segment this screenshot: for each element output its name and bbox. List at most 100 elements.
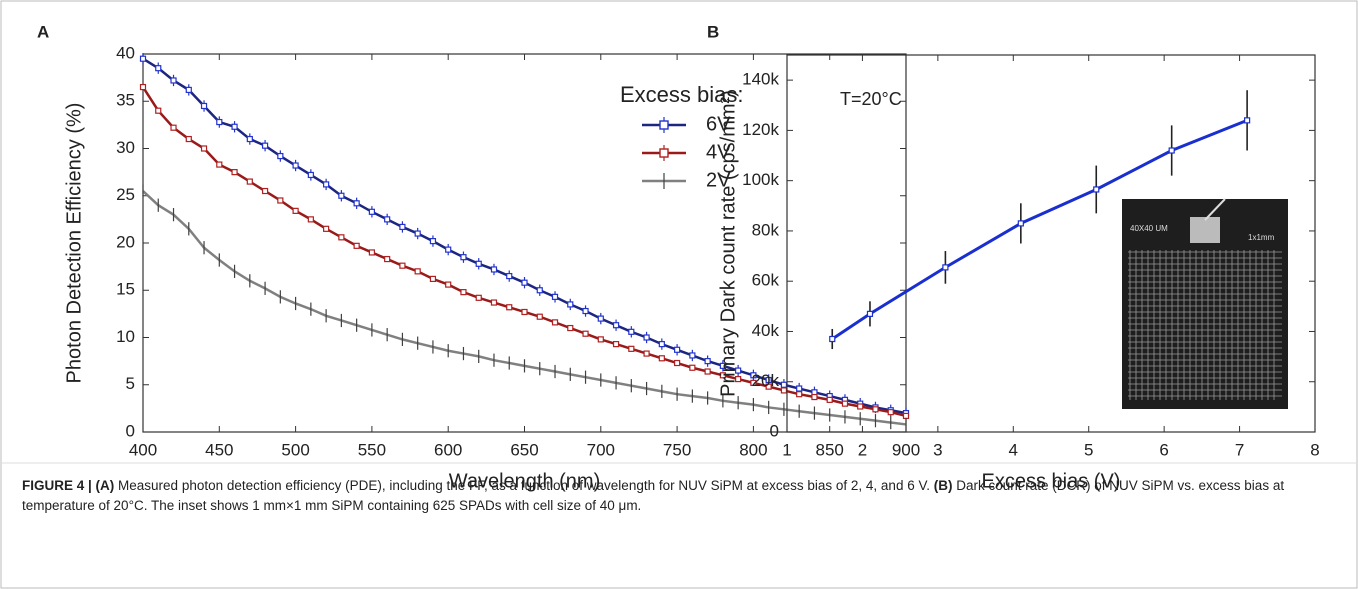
legend-label: 2V — [706, 169, 731, 191]
marker — [628, 345, 635, 352]
marker — [521, 308, 528, 316]
marker — [857, 403, 864, 410]
marker — [460, 289, 467, 296]
caption-text: (B) — [933, 478, 953, 493]
inset-image — [1122, 198, 1288, 409]
marker — [338, 192, 345, 199]
marker — [399, 262, 406, 269]
caption-text: Dark count rate (DCR) of NUV SiPM vs. ex… — [22, 478, 1285, 513]
series-line — [142, 190, 907, 426]
marker — [765, 383, 772, 390]
x-tick-label: 900 — [892, 440, 920, 459]
x-tick-label: 800 — [739, 440, 767, 459]
marker — [765, 376, 772, 384]
marker — [567, 301, 574, 308]
marker — [261, 187, 269, 195]
marker — [689, 364, 696, 371]
marker — [353, 200, 360, 207]
x-tick-label: 5 — [1084, 440, 1093, 459]
marker — [796, 385, 803, 392]
marker — [185, 135, 192, 143]
marker — [719, 362, 726, 369]
marker — [796, 391, 803, 398]
x-tick-label: 4 — [1009, 440, 1018, 459]
marker — [277, 152, 284, 160]
marker — [1244, 117, 1251, 124]
legend-marker — [659, 148, 669, 158]
y-tick-label: 140k — [742, 70, 779, 89]
legend-label: 6V — [706, 113, 731, 135]
marker — [246, 135, 253, 143]
marker — [277, 197, 284, 204]
y-axis-label: Primary Dark count rate (cps/mm²) — [717, 90, 739, 397]
marker — [536, 287, 543, 294]
marker — [307, 171, 314, 179]
y-tick-label: 35 — [116, 91, 135, 110]
y-tick-label: 5 — [126, 374, 135, 393]
marker — [292, 207, 299, 214]
x-axis-label: Excess bias (V) — [982, 470, 1121, 492]
y-tick-label: 0 — [770, 421, 779, 440]
x-tick-label: 550 — [358, 440, 386, 459]
marker — [567, 324, 574, 332]
marker — [231, 169, 238, 176]
marker — [490, 299, 498, 306]
marker — [399, 223, 406, 231]
marker — [811, 393, 818, 401]
caption: FIGURE 4 | (A) Measured photon detection… — [22, 476, 1342, 516]
marker — [368, 249, 375, 256]
marker — [841, 400, 849, 407]
y-tick-label: 20 — [116, 232, 135, 251]
marker — [445, 246, 452, 253]
marker — [155, 107, 162, 114]
y-tick-label: 40 — [116, 43, 135, 62]
panel-label: A — [37, 22, 49, 41]
marker — [673, 359, 681, 367]
x-tick-label: 450 — [205, 440, 233, 459]
marker — [643, 350, 650, 357]
marker — [216, 118, 223, 126]
marker — [872, 406, 879, 413]
marker — [323, 225, 330, 232]
marker — [536, 313, 543, 320]
marker — [597, 315, 604, 322]
y-tick-label: 80k — [752, 220, 780, 239]
marker — [902, 412, 910, 420]
x-tick-label: 650 — [510, 440, 538, 459]
x-tick-label: 750 — [663, 440, 691, 459]
y-tick-label: 20k — [752, 371, 780, 390]
panel-label: B — [707, 22, 719, 41]
marker — [597, 336, 604, 343]
marker — [475, 294, 482, 301]
marker — [942, 264, 949, 271]
y-tick-label: 15 — [116, 280, 135, 299]
caption-text: FIGURE 4 | (A) — [22, 478, 115, 493]
plot-frame — [142, 53, 907, 433]
marker — [429, 275, 437, 283]
marker — [200, 145, 208, 152]
marker — [475, 260, 482, 267]
marker — [612, 341, 620, 348]
marker — [612, 322, 620, 329]
marker — [445, 281, 452, 288]
y-tick-label: 30 — [116, 138, 135, 157]
legend-label: 4V — [706, 141, 731, 163]
marker — [368, 208, 375, 215]
marker — [780, 387, 788, 394]
marker — [292, 162, 299, 169]
marker — [551, 293, 559, 300]
y-tick-label: 60k — [752, 271, 780, 290]
marker — [521, 279, 528, 286]
marker — [628, 328, 635, 335]
plot-frame — [786, 54, 1316, 433]
marker — [139, 83, 147, 91]
y-tick-label: 0 — [126, 421, 135, 440]
marker — [246, 178, 253, 185]
marker — [338, 234, 345, 241]
marker — [506, 272, 513, 280]
y-tick-label: 10 — [116, 327, 135, 346]
marker — [155, 65, 162, 72]
marker — [429, 238, 437, 245]
marker — [719, 372, 726, 379]
